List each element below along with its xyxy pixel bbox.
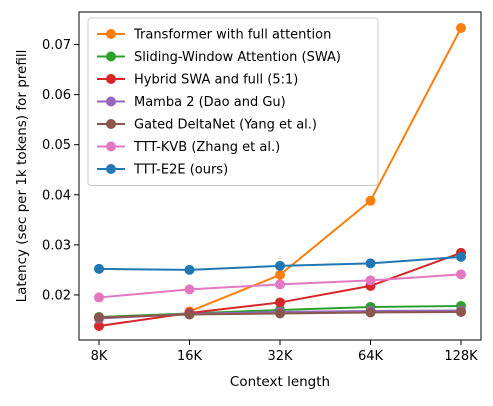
y-tick-label: 0.03 xyxy=(42,238,71,253)
legend-marker xyxy=(106,96,116,107)
data-point xyxy=(456,251,466,262)
series-4 xyxy=(94,306,466,323)
legend-label: Transformer with full attention xyxy=(133,28,331,43)
data-point xyxy=(365,307,376,318)
data-point xyxy=(275,260,285,271)
x-tick-label: 8K xyxy=(91,349,108,364)
data-point xyxy=(365,275,376,286)
legend-label: Hybrid SWA and full (5:1) xyxy=(134,73,298,88)
series-5 xyxy=(94,269,466,303)
data-point xyxy=(456,306,466,317)
legend-marker xyxy=(106,141,116,152)
data-point xyxy=(275,279,285,290)
y-tick-label: 0.07 xyxy=(42,38,71,53)
series-layer xyxy=(94,23,466,331)
legend-label: TTT-KVB (Zhang et al.) xyxy=(133,140,280,155)
data-point xyxy=(94,320,104,331)
legend-marker xyxy=(106,119,116,129)
data-point xyxy=(365,258,376,269)
legend: Transformer with full attention Sliding-W… xyxy=(87,17,379,186)
legend-box xyxy=(87,17,379,186)
legend-marker xyxy=(106,74,116,84)
data-point xyxy=(184,309,195,320)
legend-marker xyxy=(106,51,116,62)
x-tick-label: 64K xyxy=(358,349,384,364)
legend-label: TTT-E2E (ours) xyxy=(133,163,228,178)
data-point xyxy=(275,269,285,280)
y-tick-label: 0.06 xyxy=(42,88,71,103)
legend-item: Mamba 2 (Dao and Gu) xyxy=(97,95,286,110)
legend-item: Transformer with full attention xyxy=(97,28,331,43)
y-tick-label: 0.05 xyxy=(42,138,71,153)
y-tick-label: 0.04 xyxy=(42,188,71,203)
legend-item: Hybrid SWA and full (5:1) xyxy=(97,73,298,88)
y-axis: 0.02 0.03 0.04 0.05 0.06 0.07 xyxy=(42,38,79,303)
data-point xyxy=(184,284,195,295)
y-axis-label: Latency (sec per 1k tokens) for prefill xyxy=(14,50,30,303)
legend-marker xyxy=(106,164,116,174)
legend-item: Gated DeltaNet (Yang et al.) xyxy=(97,118,317,133)
x-tick-label: 32K xyxy=(267,349,293,364)
data-point xyxy=(184,264,195,275)
series-6 xyxy=(94,251,466,275)
x-tick-label: 16K xyxy=(177,349,203,364)
x-axis: 8K 16K 32K 64K 128K xyxy=(91,340,478,364)
legend-item: TTT-KVB (Zhang et al.) xyxy=(97,140,280,155)
legend-label: Mamba 2 (Dao and Gu) xyxy=(134,95,286,110)
legend-label: Gated DeltaNet (Yang et al.) xyxy=(134,118,317,133)
data-point xyxy=(275,308,285,319)
data-point xyxy=(94,312,104,323)
legend-label: Sliding-Window Attention (SWA) xyxy=(134,50,341,65)
data-point xyxy=(275,297,285,308)
legend-marker xyxy=(106,29,116,39)
data-point xyxy=(94,292,104,303)
data-point xyxy=(456,23,466,34)
x-axis-label: Context length xyxy=(230,374,330,390)
y-tick-label: 0.02 xyxy=(42,288,71,303)
data-point xyxy=(94,263,104,274)
data-point xyxy=(456,269,466,280)
legend-item: TTT-E2E (ours) xyxy=(97,163,228,178)
legend-item: Sliding-Window Attention (SWA) xyxy=(97,50,341,65)
series-line xyxy=(189,27,462,313)
data-point xyxy=(365,195,376,206)
x-tick-label: 128K xyxy=(444,349,478,364)
